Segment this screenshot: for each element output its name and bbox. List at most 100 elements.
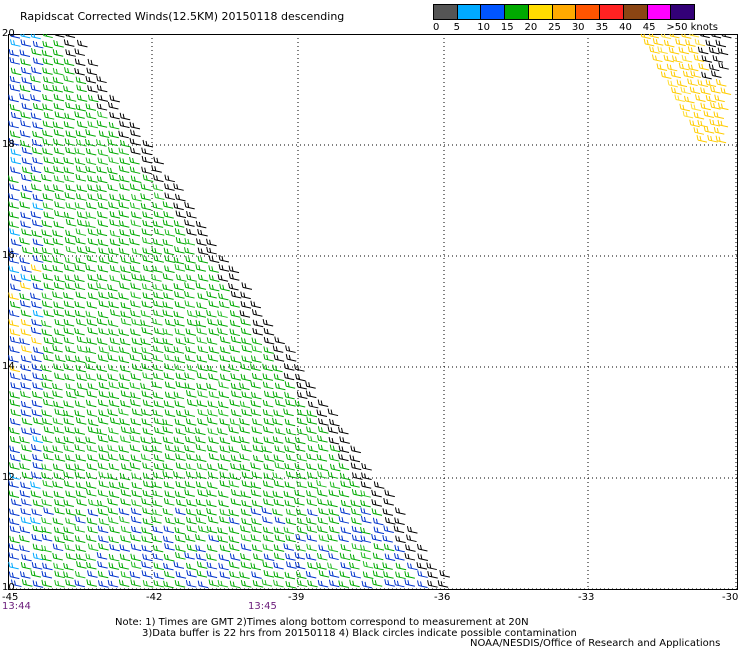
wind-barb [42,445,54,453]
wind-barb [294,364,305,372]
wind-barb [64,138,76,146]
wind-barb [262,425,274,434]
wind-barb [141,570,153,578]
wind-barb [272,417,283,426]
wind-barb [20,318,32,327]
wind-barb [63,264,75,272]
wind-barb [41,229,52,237]
wind-barb [240,327,252,336]
wind-barb [74,409,85,418]
wind-barb [53,526,65,535]
wind-barb [85,471,97,480]
wind-barb [20,363,32,372]
wind-barb [305,570,317,579]
wind-barb [272,472,284,480]
wind-barb [86,462,98,471]
wind-barb [196,462,208,471]
wind-barb [53,147,65,155]
wind-barb [687,46,699,55]
wind-barb [65,552,77,561]
wind-barb [30,174,42,183]
wind-barb [185,562,197,571]
wind-barb [316,479,327,488]
wind-barb [64,543,76,552]
wind-barb [219,346,231,354]
wind-barb [129,183,141,191]
wind-barb [263,346,275,354]
wind-barb [153,255,164,263]
wind-barb [8,48,20,57]
wind-barb [108,426,119,435]
wind-barb [174,355,186,364]
wind-barb [274,336,285,345]
wind-barb [306,525,318,533]
wind-barb [229,328,241,337]
wind-barb [714,94,725,103]
wind-barb [206,507,217,516]
wind-barb [162,273,174,281]
wind-barb [153,336,164,345]
wind-barb [317,444,329,452]
wind-barb [153,291,164,300]
wind-barb [119,417,130,426]
wind-barb [63,327,75,335]
wind-barb [63,166,75,175]
wind-barb [318,534,330,543]
wind-barb [130,309,141,318]
wind-barb [228,535,240,544]
wind-barb [130,454,142,462]
wind-barb [131,499,142,507]
wind-barb [305,553,317,561]
wind-barb [163,247,175,256]
wind-barb [21,146,33,155]
wind-barb [151,480,162,489]
wind-barb [206,337,218,345]
wind-barb [250,363,261,371]
wind-barb [65,463,77,471]
wind-barb [250,399,262,408]
wind-barb [74,327,85,336]
wind-barb [328,489,340,497]
wind-barb [360,551,372,560]
wind-barb [252,444,264,453]
wind-barb [152,202,163,210]
wind-barb [153,156,164,165]
wind-barb [263,390,275,399]
wind-barb [63,174,75,183]
wind-barb [52,463,64,472]
wind-barb [174,445,185,454]
wind-barb [97,238,109,247]
wind-barb [75,508,87,517]
wind-barb [54,372,65,381]
wind-barb [20,516,32,525]
wind-barb [261,579,273,587]
wind-barb [240,525,251,533]
wind-barb [140,453,152,462]
wind-barb [119,337,131,346]
wind-barb [360,526,371,535]
wind-barb [184,336,195,345]
wind-barb [164,409,176,417]
wind-barb [120,256,132,264]
wind-barb [186,569,197,578]
wind-barb [173,436,185,445]
wind-barb [10,274,22,282]
wind-barb [42,40,53,49]
wind-barb [64,67,75,75]
wind-barb [371,489,382,498]
wind-barb [284,436,296,445]
wind-barb [240,373,252,382]
wind-barb [274,516,286,525]
wind-barb [339,472,351,481]
wind-barb [316,552,328,561]
scale-swatch [528,5,553,19]
wind-barb [393,579,405,588]
wind-barb [31,147,43,155]
lon-label-36: -36 [434,592,451,603]
wind-barb [87,525,98,534]
wind-barb [75,453,87,462]
wind-barb [141,390,153,399]
wind-barb [351,525,363,534]
wind-barb [197,525,209,534]
wind-barb [63,58,75,66]
